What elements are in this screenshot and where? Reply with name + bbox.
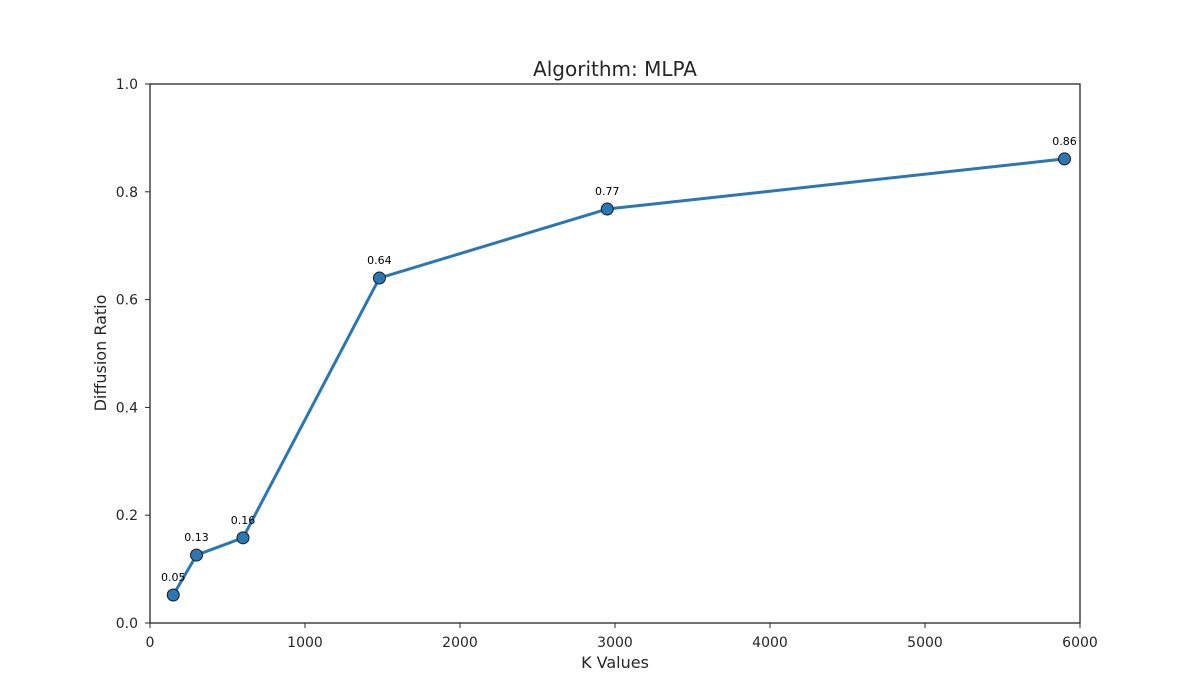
- y-axis-label: Diffusion Ratio: [91, 295, 110, 412]
- y-tick-label: 1.0: [116, 77, 138, 93]
- x-tick-label: 2000: [442, 635, 478, 651]
- x-axis-ticks: 0 1000 2000 3000 4000 5000 6000: [146, 623, 1098, 651]
- chart-title: Algorithm: MLPA: [533, 57, 697, 81]
- data-point: [372, 271, 386, 285]
- y-tick-label: 0.0: [116, 616, 138, 632]
- data-label: 0.05: [161, 571, 186, 584]
- data-label: 0.64: [367, 254, 392, 267]
- y-tick-label: 0.6: [116, 293, 138, 309]
- x-axis-label: K Values: [581, 653, 649, 672]
- series-layer: [166, 152, 1071, 602]
- data-label: 0.86: [1052, 135, 1077, 148]
- x-tick-label: 0: [146, 635, 155, 651]
- x-tick-label: 1000: [287, 635, 323, 651]
- data-labels: 0.05 0.13 0.16 0.64 0.77 0.86: [161, 135, 1077, 584]
- y-tick-label: 0.8: [116, 185, 138, 201]
- data-point: [1058, 152, 1071, 166]
- x-tick-label: 5000: [907, 635, 943, 651]
- y-tick-label: 0.4: [116, 400, 138, 416]
- x-tick-label: 3000: [597, 635, 633, 651]
- plot-frame: [149, 83, 1081, 624]
- x-tick-label: 4000: [752, 635, 788, 651]
- data-point: [600, 202, 614, 216]
- data-point: [190, 548, 203, 562]
- series-line: [171, 157, 1066, 597]
- x-tick-label: 6000: [1062, 635, 1098, 651]
- y-tick-label: 0.2: [116, 508, 138, 524]
- y-axis-ticks: 0.0 0.2 0.4 0.6 0.8 1.0: [116, 77, 150, 632]
- data-point: [166, 588, 180, 602]
- data-label: 0.13: [184, 531, 209, 544]
- data-label: 0.16: [231, 514, 256, 527]
- data-label: 0.77: [595, 185, 620, 198]
- data-point: [236, 531, 250, 545]
